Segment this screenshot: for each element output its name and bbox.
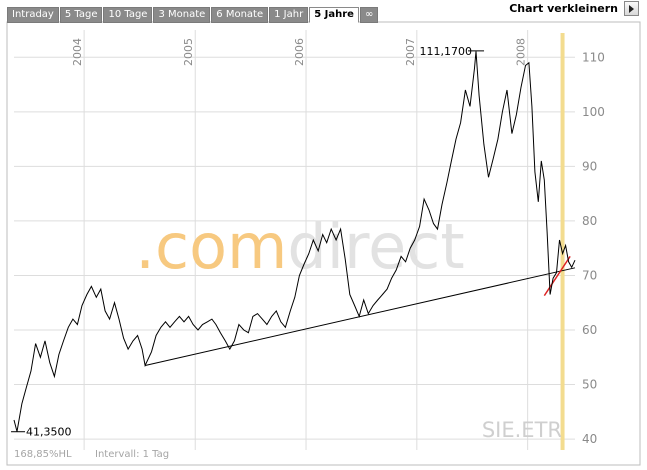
trendline-short — [543, 255, 571, 297]
shrink-chart-label: Chart verkleinern — [509, 2, 618, 15]
x-tick-label: 2008 — [515, 38, 528, 66]
trendline-long — [145, 267, 576, 366]
y-tick-label: 110 — [582, 50, 605, 64]
high-label: 111,1700 — [420, 45, 473, 58]
symbol-label: SIE.ETR — [482, 418, 562, 442]
tab-10-tage[interactable]: 10 Tage — [103, 7, 153, 23]
tab-5-jahre[interactable]: 5 Jahre — [309, 7, 359, 23]
price-line — [13, 51, 576, 432]
y-tick-label: 80 — [582, 214, 597, 228]
shrink-chart-button[interactable]: Chart verkleinern — [509, 1, 639, 16]
tab-1-jahr[interactable]: 1 Jahr — [269, 7, 309, 23]
chart-frame — [6, 21, 641, 466]
tab-5-tage[interactable]: 5 Tage — [59, 7, 103, 23]
tab-6-monate[interactable]: 6 Monate — [211, 7, 269, 23]
play-arrow-icon — [624, 1, 639, 16]
x-tick-label: 2004 — [71, 38, 84, 66]
period-tabs: Intraday 5 Tage 10 Tage 3 Monate 6 Monat… — [7, 7, 379, 23]
y-tick-label: 90 — [582, 159, 597, 173]
tab-3-monate[interactable]: 3 Monate — [153, 7, 211, 23]
y-tick-label: 60 — [582, 323, 597, 337]
low-label: 41,3500 — [26, 426, 72, 439]
footer-change: 168,85%HL — [14, 449, 72, 460]
y-tick-label: 100 — [582, 105, 605, 119]
footer-interval: Intervall: 1 Tag — [95, 449, 169, 460]
y-tick-label: 40 — [582, 432, 597, 446]
y-tick-label: 70 — [582, 268, 597, 282]
x-tick-label: 2007 — [404, 38, 417, 66]
y-tick-label: 50 — [582, 378, 597, 392]
x-tick-label: 2006 — [293, 38, 306, 66]
tab-intraday[interactable]: Intraday — [7, 7, 59, 23]
watermark: .comdirect — [135, 210, 464, 283]
x-tick-label: 2005 — [182, 38, 195, 66]
tab-max[interactable]: ∞ — [359, 7, 379, 23]
date-highlight-band — [560, 33, 565, 450]
